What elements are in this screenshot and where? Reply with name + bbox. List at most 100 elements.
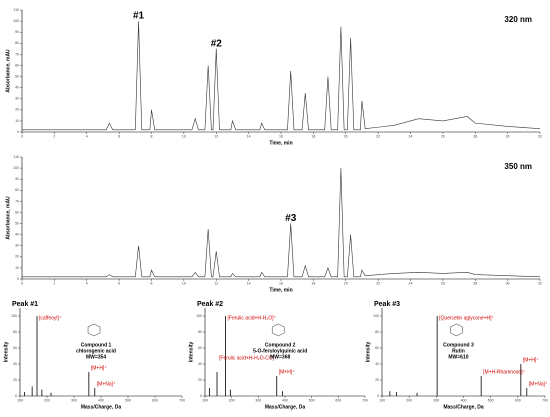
x-tick-label: 6: [118, 281, 120, 285]
x-tick-label: 18: [311, 134, 315, 138]
y-tick-label: 80: [15, 188, 19, 192]
x-tick-label: 600: [335, 398, 341, 402]
y-tick-label: 40: [375, 362, 379, 366]
y-tick-label: 60: [15, 63, 19, 67]
x-tick-label: 28: [473, 281, 477, 285]
y-tick-label: 0: [200, 394, 202, 398]
y-tick-label: 100: [13, 166, 19, 170]
x-axis-label: Time, min: [269, 287, 292, 293]
x-axis-label: Mass/Charge, Da: [443, 404, 484, 410]
panel-title: Peak #2: [197, 301, 223, 308]
y-tick-label: 20: [13, 378, 17, 382]
chart-panel: 100 200 300 400 500 600 700 0 20 40 60 80 100 Mass/Ch…: [3, 301, 185, 410]
x-tick-label: 30: [506, 134, 510, 138]
y-tick-label: 0: [17, 277, 19, 281]
x-tick-label: 0: [21, 281, 23, 285]
compound-text: MW=368: [270, 354, 290, 360]
x-tick-label: 12: [214, 281, 218, 285]
peak-label: #3: [285, 213, 297, 224]
x-tick-label: 24: [409, 134, 413, 138]
x-tick-label: 22: [376, 281, 380, 285]
x-tick-label: 26: [441, 281, 445, 285]
x-tick-label: 18: [311, 281, 315, 285]
x-tick-label: 10: [182, 281, 186, 285]
ion-label: [Quercetin aglycone+H]⁺: [439, 315, 494, 321]
y-tick-label: 60: [198, 346, 202, 350]
chart-panel: 100 200 300 400 500 600 700 0 20 40 60 80 100 Mass/Ch…: [188, 301, 368, 410]
y-tick-label: 100: [11, 314, 17, 318]
x-tick-label: 300: [433, 398, 439, 402]
y-tick-label: 60: [375, 346, 379, 350]
x-tick-label: 2: [53, 134, 55, 138]
ion-label: [caffeoyl]⁺: [39, 315, 62, 321]
x-tick-label: 20: [344, 134, 348, 138]
y-axis-label: Intensity: [365, 342, 371, 363]
chart-title: 350 nm: [504, 162, 532, 171]
x-axis-label: Time, min: [269, 140, 292, 146]
compound-text: chlorogenic acid: [76, 348, 116, 354]
x-tick-label: 100: [202, 398, 208, 402]
x-tick-label: 200: [229, 398, 235, 402]
x-tick-label: 200: [406, 398, 412, 402]
y-tick-label: 0: [15, 394, 17, 398]
x-tick-label: 400: [282, 398, 288, 402]
compound-text: MW=354: [86, 354, 106, 360]
x-tick-label: 12: [214, 134, 218, 138]
compound-text: MW=610: [448, 354, 468, 360]
x-tick-label: 700: [542, 398, 548, 402]
y-tick-label: 110: [13, 155, 19, 159]
compound-text: Compound 2: [265, 342, 296, 348]
y-tick-label: 0: [17, 130, 19, 134]
y-tick-label: 50: [15, 221, 19, 225]
y-tick-label: 70: [15, 52, 19, 56]
chart-panel: 0 2 4 6 8 10 12 14 16 18 20 22 24 26 28 30 3201020304050…: [5, 155, 542, 293]
ion-label: [M+H]⁺: [279, 369, 295, 375]
x-tick-label: 700: [362, 398, 368, 402]
compound-text: Compound 1: [81, 342, 112, 348]
y-axis-label: Absorbance, mAU: [5, 196, 11, 240]
y-tick-label: 50: [15, 74, 19, 78]
y-tick-label: 100: [196, 314, 202, 318]
compound-text: 5-O-feruloylquinic acid: [253, 348, 307, 354]
x-tick-label: 26: [441, 134, 445, 138]
x-tick-label: 16: [279, 281, 283, 285]
structure-icon: [271, 323, 285, 337]
y-tick-label: 80: [13, 330, 17, 334]
y-tick-label: 0: [377, 394, 379, 398]
y-tick-label: 40: [198, 362, 202, 366]
x-tick-label: 22: [376, 134, 380, 138]
peak-label: #1: [133, 11, 145, 22]
x-tick-label: 200: [44, 398, 50, 402]
y-tick-label: 100: [373, 314, 379, 318]
y-tick-label: 60: [15, 210, 19, 214]
ion-label: [M+H]⁺: [523, 357, 539, 363]
y-tick-label: 30: [15, 97, 19, 101]
ion-label: [Ferulic acid+H-H₂O]⁺: [228, 315, 277, 321]
x-tick-label: 14: [247, 281, 251, 285]
y-tick-label: 80: [375, 330, 379, 334]
y-tick-label: 60: [13, 346, 17, 350]
x-tick-label: 500: [309, 398, 315, 402]
ion-label: [M+H-Rhamnose]⁺: [483, 369, 525, 375]
y-tick-label: 10: [15, 119, 19, 123]
y-tick-label: 20: [15, 108, 19, 112]
x-tick-label: 20: [344, 281, 348, 285]
x-tick-label: 500: [125, 398, 131, 402]
y-tick-label: 90: [15, 30, 19, 34]
x-tick-label: 300: [71, 398, 77, 402]
y-tick-label: 110: [13, 8, 19, 12]
y-tick-label: 80: [15, 41, 19, 45]
x-tick-label: 600: [515, 398, 521, 402]
y-tick-label: 30: [15, 244, 19, 248]
x-tick-label: 8: [151, 281, 153, 285]
x-tick-label: 300: [255, 398, 261, 402]
y-tick-label: 40: [13, 362, 17, 366]
chart-panel: 0 2 4 6 8 10 12 14 16 18 20 22 24 26 28 30 3201020304050…: [5, 8, 542, 146]
panel-title: Peak #1: [12, 301, 38, 308]
y-axis-label: Absorbance, mAU: [5, 49, 11, 93]
x-axis-label: Mass/Charge, Da: [81, 404, 122, 410]
x-tick-label: 2: [53, 281, 55, 285]
x-tick-label: 6: [118, 134, 120, 138]
chart-panel: 100 200 300 400 500 600 700 0 20 40 60 80 100 Mass/Ch…: [365, 301, 548, 410]
y-tick-label: 40: [15, 86, 19, 90]
